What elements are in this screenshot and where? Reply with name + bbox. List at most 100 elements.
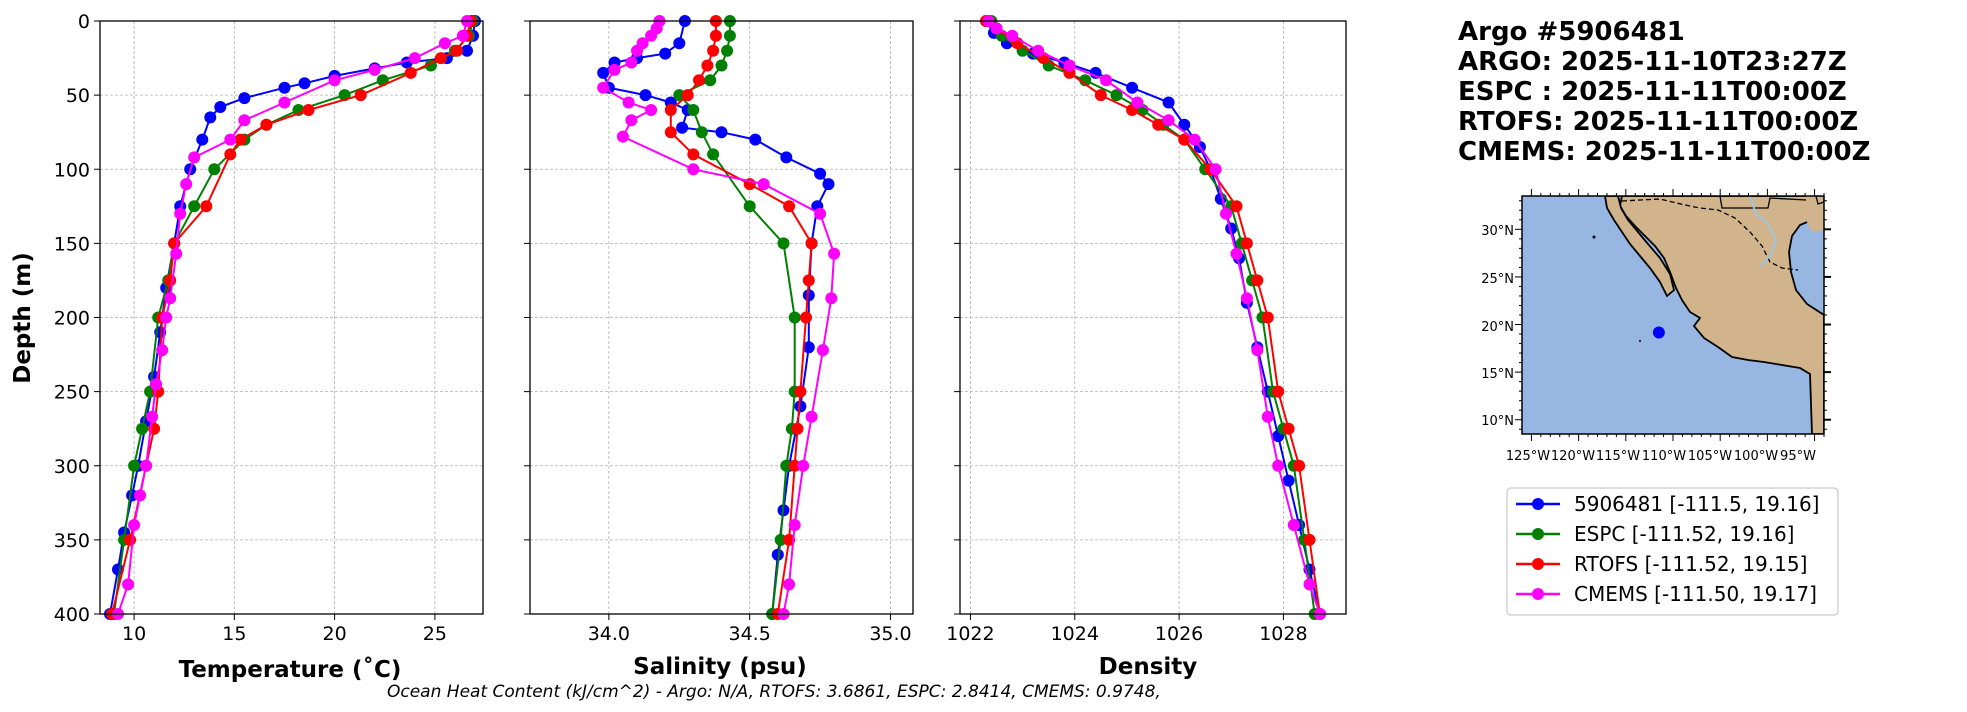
temperature-point-5906481 (461, 44, 473, 57)
salinity-point-cmems (625, 114, 638, 127)
salinity-series-cmems (597, 15, 841, 620)
salinity-point-cmems (616, 130, 629, 143)
temperature-point-cmems (224, 133, 237, 146)
legend-label-cmems: CMEMS [-111.50, 19.17] (1574, 582, 1817, 606)
map-lon-label: 95°W (1780, 449, 1816, 464)
salinity-point-5906481 (676, 121, 689, 134)
density-panel: 1022 1024 1026 1028 Density (946, 15, 1347, 680)
temperature-point-cmems (328, 74, 341, 87)
temperature-point-rtofs (434, 52, 447, 65)
salinity-series-espc (673, 15, 801, 620)
temperature-point-cmems (456, 29, 469, 42)
salinity-point-5906481 (822, 178, 835, 191)
salinity-point-espc (721, 44, 734, 57)
temperature-point-cmems (180, 178, 193, 191)
map-lon-label: 100°W (1734, 449, 1778, 464)
location-map: 30°N 25°N 20°N 15°N 10°N 125°W 120°W 115… (1481, 189, 1831, 464)
temperature-point-cmems (140, 459, 153, 472)
salinity-point-rtofs (707, 44, 720, 57)
density-point-espc (1079, 74, 1092, 87)
legend-marker-cmems (1532, 588, 1544, 600)
density-point-cmems (990, 22, 1003, 35)
header-cmems-time: CMEMS: 2025-11-11T00:00Z (1458, 137, 1870, 167)
temperature-point-cmems (174, 207, 187, 220)
density-point-cmems (1303, 578, 1316, 591)
ytick-label: 350 (54, 530, 90, 552)
density-point-5906481 (1162, 96, 1175, 109)
density-point-cmems (1100, 74, 1113, 87)
salinity-point-espc (687, 104, 700, 116)
temperature-point-rtofs (354, 89, 367, 102)
density-point-cmems (1006, 29, 1019, 42)
xtick-label: 1024 (1051, 623, 1099, 645)
map-lon-label: 125°W (1506, 449, 1550, 464)
legend-marker-rtofs (1532, 558, 1544, 570)
temperature-point-espc (136, 422, 149, 435)
salinity-point-5906481 (673, 37, 686, 50)
salinity-point-5906481 (659, 47, 672, 60)
salinity-point-cmems (828, 247, 841, 260)
salinity-point-cmems (814, 207, 827, 220)
temperature-point-rtofs (124, 533, 137, 546)
map-border (1621, 198, 1799, 271)
density-point-rtofs (1251, 274, 1264, 287)
density-point-rtofs (1303, 533, 1316, 546)
temperature-series (104, 15, 481, 620)
salinity-point-espc (715, 59, 728, 72)
map-lat-label: 20°N (1481, 320, 1514, 335)
temperature-point-cmems (146, 410, 159, 423)
salinity-point-5906481 (802, 341, 815, 354)
density-point-rtofs (1240, 237, 1253, 250)
salinity-point-cmems (622, 96, 635, 109)
legend-label-rtofs: RTOFS [-111.52, 19.15] (1574, 552, 1807, 576)
ytick-label: 400 (54, 604, 90, 626)
map-land-usa (1805, 196, 1824, 232)
map-lon-label: 120°W (1551, 449, 1595, 464)
salinity-point-5906481 (814, 167, 827, 180)
temperature-point-cmems (188, 151, 201, 164)
density-point-rtofs (1178, 133, 1191, 146)
salinity-point-cmems (597, 81, 610, 94)
temperature-point-cmems (278, 96, 291, 109)
salinity-point-espc (774, 533, 787, 546)
salinity-point-espc (780, 459, 793, 472)
map-rio-grande (1749, 196, 1778, 267)
temperature-point-rtofs (234, 133, 247, 146)
map-float-marker (1652, 326, 1665, 339)
legend-entry-cmems: CMEMS [-111.50, 19.17] (1516, 582, 1817, 606)
salinity-point-5906481 (802, 289, 815, 302)
temperature-grid (100, 20, 483, 615)
temperature-point-cmems (122, 578, 135, 591)
density-xlabel: Density (1099, 654, 1198, 680)
salinity-grid (530, 20, 913, 615)
density-point-espc (1110, 89, 1123, 102)
map-small-island (1592, 235, 1596, 239)
legend-entry-argo: 5906481 [-111.5, 19.16] (1516, 492, 1819, 516)
map-lon-label: 105°W (1688, 449, 1732, 464)
density-point-cmems (1261, 410, 1274, 423)
density-point-cmems (1251, 344, 1264, 357)
salinity-point-5906481 (780, 151, 793, 164)
density-point-cmems (1032, 44, 1045, 57)
temperature-point-rtofs (260, 118, 273, 131)
density-point-cmems (1287, 519, 1300, 531)
salinity-point-rtofs (800, 311, 812, 324)
xtick-label: 1026 (1155, 623, 1203, 645)
temperature-point-5906481 (196, 133, 209, 146)
temperature-point-cmems (164, 292, 177, 305)
salinity-point-5906481 (749, 133, 762, 146)
header-float-id: Argo #5906481 (1458, 17, 1685, 47)
xtick-label: 20 (323, 623, 347, 645)
density-point-cmems (1063, 59, 1076, 72)
xtick-label: 35.0 (869, 623, 911, 645)
ytick-label: 250 (54, 382, 90, 404)
salinity-point-espc (673, 89, 686, 102)
temperature-point-espc (188, 200, 201, 213)
salinity-point-rtofs (693, 74, 705, 87)
map-small-island-2 (1639, 340, 1641, 342)
ytick-label: 100 (54, 159, 90, 181)
salinity-point-espc (788, 311, 801, 324)
temperature-point-espc (208, 163, 221, 176)
salinity-point-cmems (757, 178, 770, 191)
